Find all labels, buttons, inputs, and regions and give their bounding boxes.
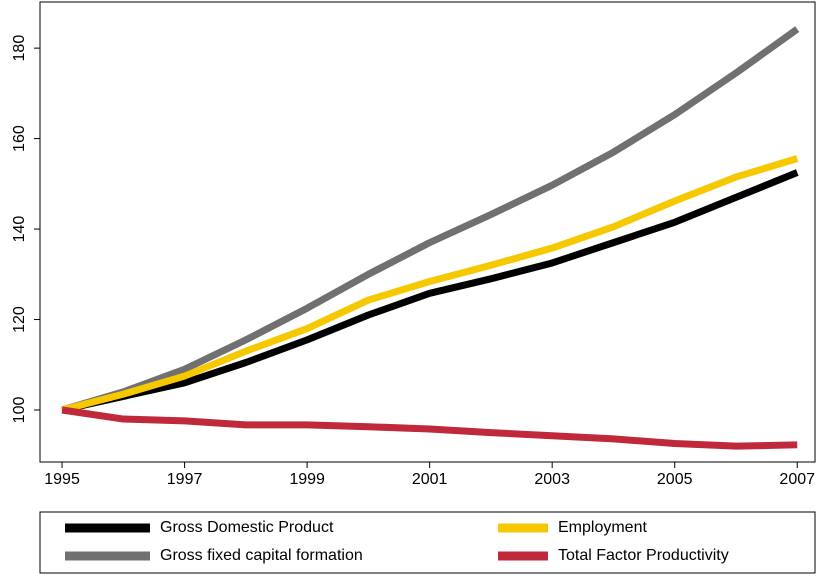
y-tick-label: 160 bbox=[11, 125, 28, 152]
x-tick-label: 2007 bbox=[779, 471, 815, 488]
series-line bbox=[61, 169, 799, 414]
legend-label: Total Factor Productivity bbox=[558, 547, 729, 564]
x-tick-label: 2003 bbox=[534, 471, 570, 488]
legend-frame bbox=[39, 511, 816, 574]
y-tick-label: 100 bbox=[11, 397, 28, 424]
y-tick-label: 180 bbox=[11, 35, 28, 62]
legend-label: Gross fixed capital formation bbox=[160, 547, 363, 564]
legend-label: Gross Domestic Product bbox=[160, 519, 334, 536]
x-tick-label: 2005 bbox=[657, 471, 693, 488]
series-line bbox=[61, 155, 799, 414]
y-tick-label: 140 bbox=[11, 216, 28, 243]
plot-frame bbox=[39, 1, 816, 463]
series-line bbox=[61, 406, 798, 450]
legend-label: Employment bbox=[558, 519, 647, 536]
x-tick-label: 1999 bbox=[289, 471, 325, 488]
x-tick-label: 2001 bbox=[412, 471, 448, 488]
y-tick-label: 120 bbox=[11, 306, 28, 333]
x-tick-label: 1997 bbox=[167, 471, 203, 488]
x-tick-label: 1995 bbox=[44, 471, 80, 488]
series-line bbox=[61, 26, 800, 414]
